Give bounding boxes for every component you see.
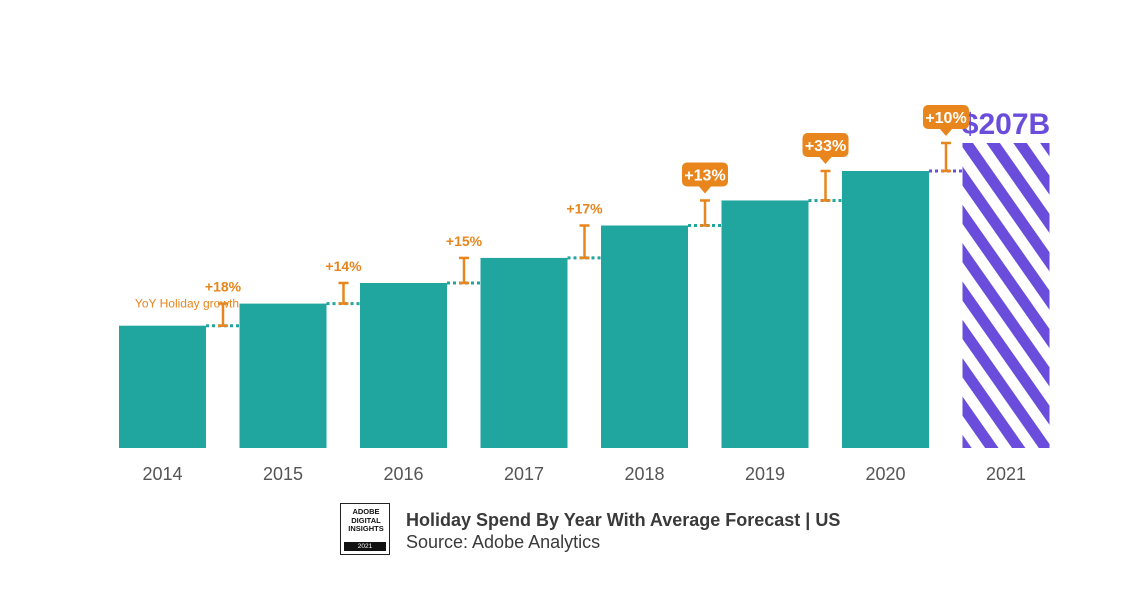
forecast-value-label: $207B — [962, 108, 1050, 141]
growth-badge — [802, 132, 849, 157]
bar — [119, 325, 206, 448]
logo-line-2: DIGITAL — [351, 515, 381, 525]
x-tick-label: 2014 — [142, 464, 182, 484]
x-tick-label: 2018 — [624, 464, 664, 484]
growth-label: +13% — [684, 167, 725, 184]
growth-label: +15% — [446, 233, 483, 249]
chart: 2014 2015 2016 2017 2018 2019 2020 2021 $207B+1… — [119, 105, 1050, 484]
bar — [480, 257, 568, 448]
x-tick-label: 2019 — [745, 464, 785, 484]
growth-badge — [923, 105, 969, 129]
growth-badge-pointer — [819, 156, 832, 164]
growth-badge-pointer — [699, 186, 711, 194]
growth-label: +10% — [925, 110, 966, 127]
chart-footer: ADOBE DIGITAL INSIGHTS 2021 Holiday Spen… — [340, 503, 840, 555]
growth-caption: YoY Holiday growth — [135, 297, 239, 311]
footer-text: Holiday Spend By Year With Average Forec… — [406, 509, 840, 553]
bar — [360, 282, 447, 448]
x-tick-label: 2016 — [383, 464, 423, 484]
x-tick-label: 2021 — [986, 464, 1026, 484]
x-tick-label: 2015 — [263, 464, 303, 484]
bar — [601, 225, 688, 448]
growth-label: +17% — [566, 201, 603, 217]
forecast-bar — [962, 143, 1050, 448]
growth-badge — [682, 162, 728, 187]
adobe-digital-insights-logo: ADOBE DIGITAL INSIGHTS 2021 — [340, 503, 390, 555]
logo-text: ADOBE DIGITAL INSIGHTS — [344, 507, 388, 534]
bar — [721, 200, 809, 448]
chart-title: Holiday Spend By Year With Average Forec… — [406, 510, 841, 530]
growth-badge-pointer — [940, 129, 952, 136]
logo-line-3: INSIGHTS — [348, 524, 384, 533]
bar — [239, 303, 327, 448]
x-tick-label: 2020 — [865, 464, 905, 484]
growth-label: +33% — [805, 138, 846, 155]
growth-label: +18% — [205, 279, 242, 295]
logo-line-1: ADOBE — [352, 507, 380, 516]
logo-year: 2021 — [344, 542, 386, 551]
chart-source: Source: Adobe Analytics — [406, 532, 601, 552]
bar — [842, 170, 929, 448]
growth-label: +14% — [325, 258, 362, 274]
x-tick-label: 2017 — [504, 464, 544, 484]
